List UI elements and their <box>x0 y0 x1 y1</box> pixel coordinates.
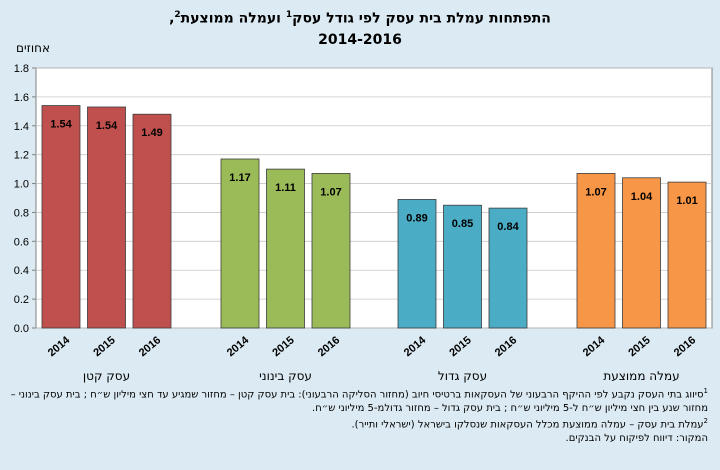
bar-value-label: 1.54 <box>96 120 118 132</box>
title-footnote-1: 1 <box>285 10 293 20</box>
source-note: המקור: דיווח לפיקוח על הבנקים. <box>565 433 708 445</box>
y-axis-label: אחוזים <box>16 41 50 55</box>
y-tick-label: 0.2 <box>14 294 29 306</box>
x-tick-label: 2016 <box>672 334 698 359</box>
x-tick-label: 2014 <box>581 334 608 359</box>
y-tick-label: 1.2 <box>14 150 29 162</box>
category-label: עסק בינוני <box>259 369 312 383</box>
x-tick-label: 2014 <box>46 334 73 359</box>
bar-value-label: 1.17 <box>229 172 250 184</box>
bar <box>266 168 305 329</box>
chart-subtitle: 2014-2016 <box>318 32 402 48</box>
footnote-2: 2עמלת בית עסק – עמלה ממוצעת מכלל העסקאות… <box>8 415 709 432</box>
footnote-1-marker: 1 <box>703 387 708 395</box>
y-tick-label: 1.6 <box>14 92 29 104</box>
y-tick-label: 1.0 <box>14 179 29 191</box>
x-tick-label: 2015 <box>91 334 117 359</box>
bar-value-label: 1.07 <box>585 186 606 198</box>
x-tick-label: 2015 <box>270 334 296 359</box>
bar <box>443 204 482 329</box>
bar-value-label: 0.89 <box>406 212 427 224</box>
bar-value-label: 1.11 <box>275 182 296 194</box>
footnote-1-text: סיווג בתי העסק נקבע לפי ההיקף הרבעוני של… <box>10 389 708 414</box>
category-label: עסק גדול <box>438 369 487 383</box>
bar-value-label: 0.84 <box>497 221 519 233</box>
title-text-a: התפתחות עמלת בית עסק לפי גודל עסק <box>292 10 551 27</box>
footnotes: 1סיווג בתי העסק נקבע לפי ההיקף הרבעוני ש… <box>8 385 708 446</box>
y-tick-label: 0.4 <box>14 265 29 277</box>
footnote-1: 1סיווג בתי העסק נקבע לפי ההיקף הרבעוני ש… <box>8 385 708 415</box>
bar-value-label: 1.01 <box>676 195 697 207</box>
y-tick-label: 0.8 <box>14 207 29 219</box>
title-footnote-2: 2 <box>174 10 181 20</box>
bar <box>488 207 528 329</box>
bar <box>132 113 172 329</box>
bar-value-label: 1.49 <box>141 127 162 139</box>
bar <box>41 105 81 329</box>
category-label: עמלה ממוצעת <box>603 369 679 383</box>
x-tick-label: 2015 <box>447 334 473 359</box>
bar <box>667 181 707 329</box>
x-tick-label: 2015 <box>626 334 652 359</box>
x-tick-label: 2016 <box>137 334 163 359</box>
footnote-2-text: עמלת בית עסק – עמלה ממוצעת מכלל העסקאות … <box>351 419 704 431</box>
chart-title: התפתחות עמלת בית עסק לפי גודל עסק1 ועמלה… <box>0 10 720 27</box>
x-tick-label: 2016 <box>493 334 519 359</box>
bar <box>87 106 126 329</box>
bar <box>576 173 616 329</box>
y-tick-label: 1.4 <box>14 121 29 133</box>
title-text-c: , <box>169 10 175 27</box>
bar-value-label: 0.85 <box>452 218 473 230</box>
bar <box>397 199 437 329</box>
y-tick-label: 1.8 <box>14 63 29 75</box>
bar <box>220 158 260 329</box>
category-label: עסק קטן <box>83 369 130 383</box>
bar <box>311 173 351 329</box>
bar-value-label: 1.07 <box>320 186 341 198</box>
bar-value-label: 1.04 <box>631 191 653 203</box>
bar-chart: 0.0 0.2 0.4 0.6 0.8 1.0 1.2 1.4 1.6 1.8 אחוזים 1.54… <box>14 41 713 383</box>
y-tick-label: 0.6 <box>14 236 29 248</box>
title-text-b: ועמלה ממוצעת <box>180 10 286 27</box>
bar-value-label: 1.54 <box>50 119 72 131</box>
y-tick-label: 0.0 <box>14 323 29 335</box>
bar <box>622 177 661 329</box>
x-tick-label: 2014 <box>402 334 429 359</box>
footnote-2-marker: 2 <box>703 417 708 426</box>
x-tick-label: 2014 <box>225 334 252 359</box>
x-tick-label: 2016 <box>316 334 342 359</box>
